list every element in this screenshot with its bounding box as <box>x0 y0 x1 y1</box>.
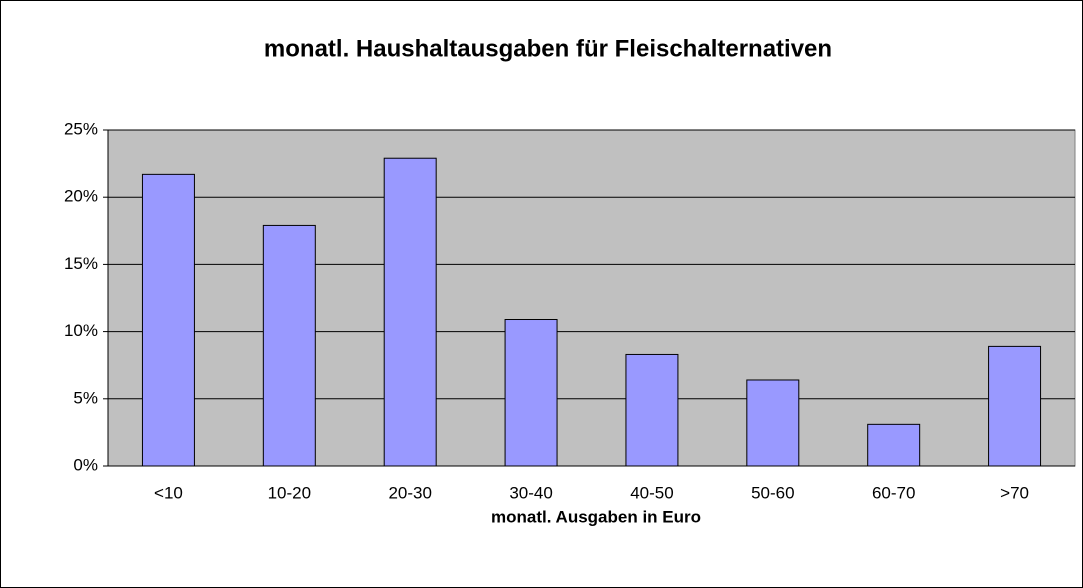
y-tick-label: 15% <box>64 254 98 273</box>
y-tick-label: 5% <box>73 388 98 407</box>
y-tick-label: 25% <box>64 119 98 138</box>
x-axis-label: monatl. Ausgaben in Euro <box>491 507 701 526</box>
x-tick-label: 60-70 <box>872 483 915 502</box>
bar <box>867 423 921 467</box>
x-tick-label: <10 <box>154 483 183 502</box>
bar <box>262 224 316 467</box>
y-tick-label: 0% <box>73 455 98 474</box>
bar <box>504 319 558 467</box>
bar <box>625 353 679 467</box>
x-tick-label: 10-20 <box>268 483 311 502</box>
y-tick-label: 10% <box>64 321 98 340</box>
x-tick-label: 40-50 <box>630 483 673 502</box>
plot-area <box>107 129 1076 467</box>
bar <box>141 173 195 467</box>
bar <box>988 345 1042 467</box>
bar <box>383 157 437 467</box>
x-tick-label: 20-30 <box>388 483 431 502</box>
x-tick-label: 50-60 <box>751 483 794 502</box>
x-tick-label: >70 <box>1000 483 1029 502</box>
x-tick-label: 30-40 <box>509 483 552 502</box>
y-tick-label: 20% <box>64 187 98 206</box>
bar <box>746 379 800 467</box>
chart-title: monatl. Haushaltausgaben für Fleischalte… <box>264 35 832 62</box>
